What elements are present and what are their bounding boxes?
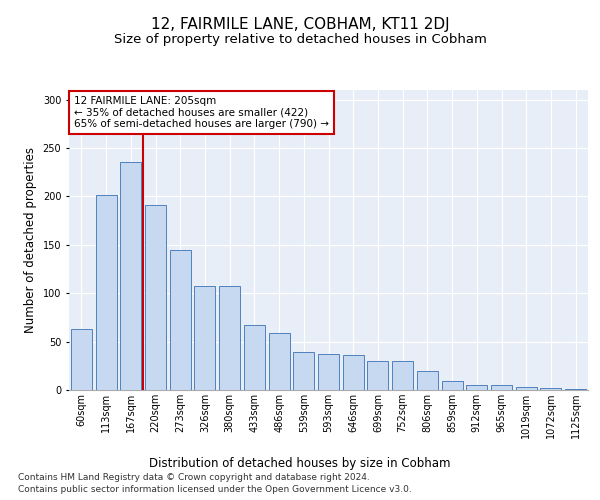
Bar: [442, 382, 463, 390]
Text: Contains HM Land Registry data © Crown copyright and database right 2024.: Contains HM Land Registry data © Crown c…: [18, 472, 370, 482]
Bar: [516, 387, 537, 390]
Bar: [565, 389, 586, 390]
Text: Contains public sector information licensed under the Open Government Licence v3: Contains public sector information licen…: [18, 485, 412, 494]
Bar: [120, 162, 141, 390]
Bar: [71, 329, 92, 390]
Bar: [269, 333, 290, 390]
Bar: [318, 354, 339, 390]
Bar: [343, 355, 364, 390]
Bar: [491, 385, 512, 390]
Bar: [392, 361, 413, 390]
Bar: [95, 194, 116, 390]
Bar: [145, 205, 166, 390]
Text: Distribution of detached houses by size in Cobham: Distribution of detached houses by size …: [149, 458, 451, 470]
Bar: [541, 388, 562, 390]
Bar: [367, 361, 388, 390]
Bar: [219, 286, 240, 390]
Text: 12 FAIRMILE LANE: 205sqm
← 35% of detached houses are smaller (422)
65% of semi-: 12 FAIRMILE LANE: 205sqm ← 35% of detach…: [74, 96, 329, 129]
Bar: [293, 352, 314, 390]
Bar: [466, 385, 487, 390]
Text: Size of property relative to detached houses in Cobham: Size of property relative to detached ho…: [113, 32, 487, 46]
Bar: [170, 250, 191, 390]
Y-axis label: Number of detached properties: Number of detached properties: [24, 147, 37, 333]
Bar: [417, 370, 438, 390]
Bar: [244, 325, 265, 390]
Text: 12, FAIRMILE LANE, COBHAM, KT11 2DJ: 12, FAIRMILE LANE, COBHAM, KT11 2DJ: [151, 18, 449, 32]
Bar: [194, 286, 215, 390]
